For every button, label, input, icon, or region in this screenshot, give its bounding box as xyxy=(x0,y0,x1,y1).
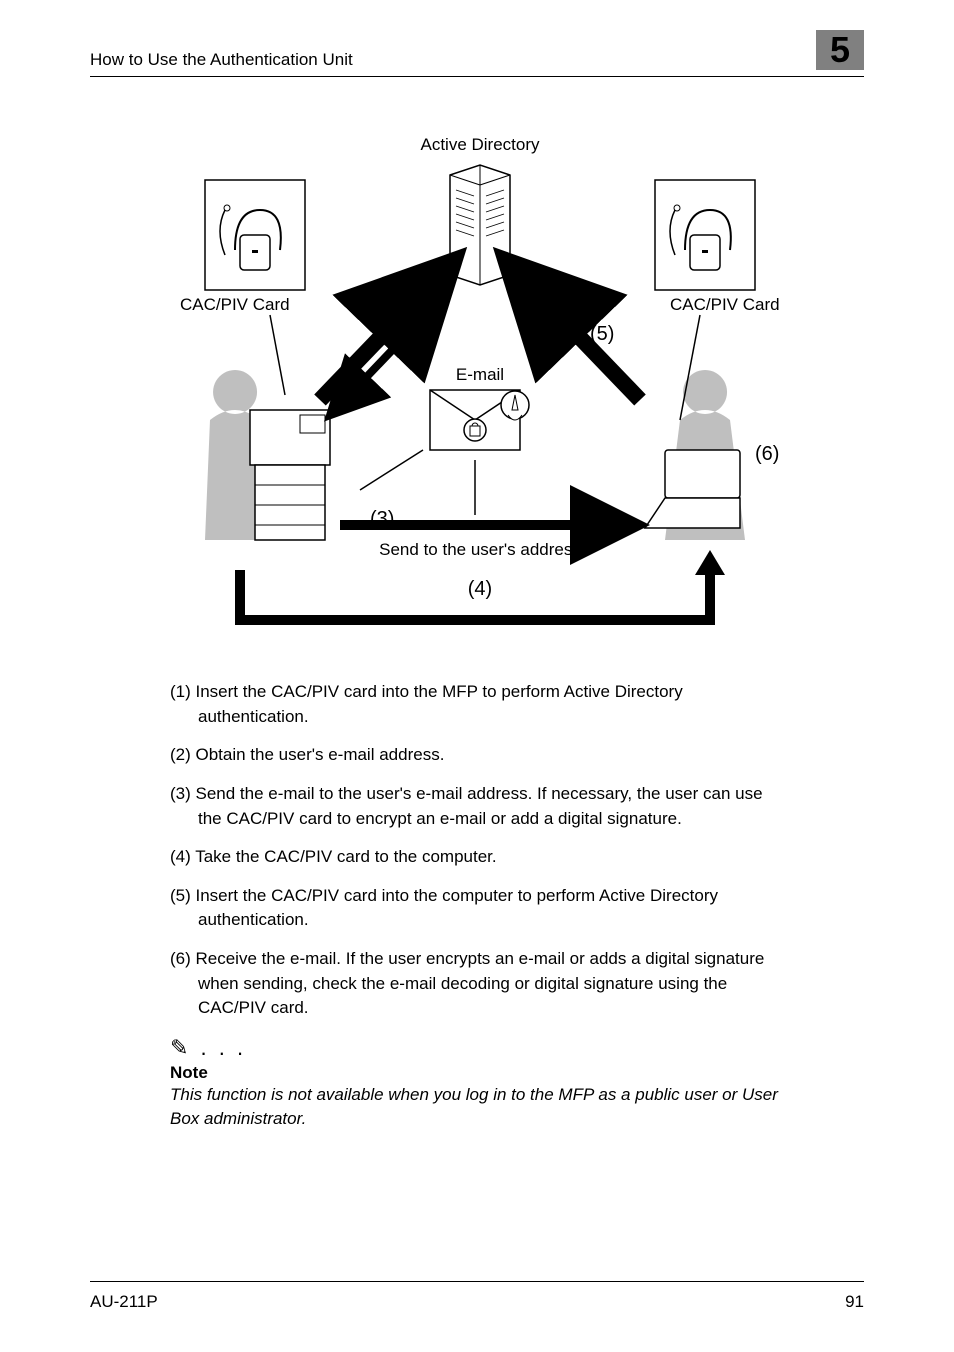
label-n2: (2) xyxy=(385,328,409,350)
content-area: (1) Insert the CAC/PIV card into the MFP… xyxy=(170,680,790,1131)
step-3: (3) Send the e-mail to the user's e-mail… xyxy=(170,782,790,831)
note-body: This function is not available when you … xyxy=(170,1083,790,1131)
card-reader-left-icon xyxy=(205,180,305,290)
page-footer: AU-211P 91 xyxy=(90,1281,864,1312)
label-email: E-mail xyxy=(456,365,504,384)
note-icon: ✎ . . . xyxy=(170,1035,790,1061)
label-cac-left: CAC/PIV Card xyxy=(180,295,290,314)
chapter-number: 5 xyxy=(816,30,864,70)
note-heading: Note xyxy=(170,1063,790,1083)
label-n6: (6) xyxy=(755,443,779,465)
footer-page: 91 xyxy=(845,1292,864,1312)
footer-model: AU-211P xyxy=(90,1292,158,1312)
flow-diagram: Active Directory CAC/PIV Card xyxy=(170,130,790,650)
step-6: (6) Receive the e-mail. If the user encr… xyxy=(170,947,790,1021)
step-2: (2) Obtain the user's e-mail address. xyxy=(170,743,790,768)
label-cac-right: CAC/PIV Card xyxy=(670,295,780,314)
label-n1: (1) xyxy=(345,288,369,310)
label-n5: (5) xyxy=(590,323,614,345)
label-n4: (4) xyxy=(468,578,492,600)
step-4: (4) Take the CAC/PIV card to the compute… xyxy=(170,845,790,870)
mfp-user-icon xyxy=(205,370,330,540)
page-header: How to Use the Authentication Unit 5 xyxy=(90,30,864,77)
step-1: (1) Insert the CAC/PIV card into the MFP… xyxy=(170,680,790,729)
header-title: How to Use the Authentication Unit xyxy=(90,50,353,70)
label-active-directory: Active Directory xyxy=(420,135,540,154)
laptop-user-icon xyxy=(645,370,745,540)
step-5: (5) Insert the CAC/PIV card into the com… xyxy=(170,884,790,933)
note-block: ✎ . . . Note This function is not availa… xyxy=(170,1035,790,1131)
email-icon xyxy=(430,390,529,450)
server-icon xyxy=(450,165,510,285)
card-reader-right-icon xyxy=(655,180,755,290)
label-send-to: Send to the user's address xyxy=(379,540,581,559)
